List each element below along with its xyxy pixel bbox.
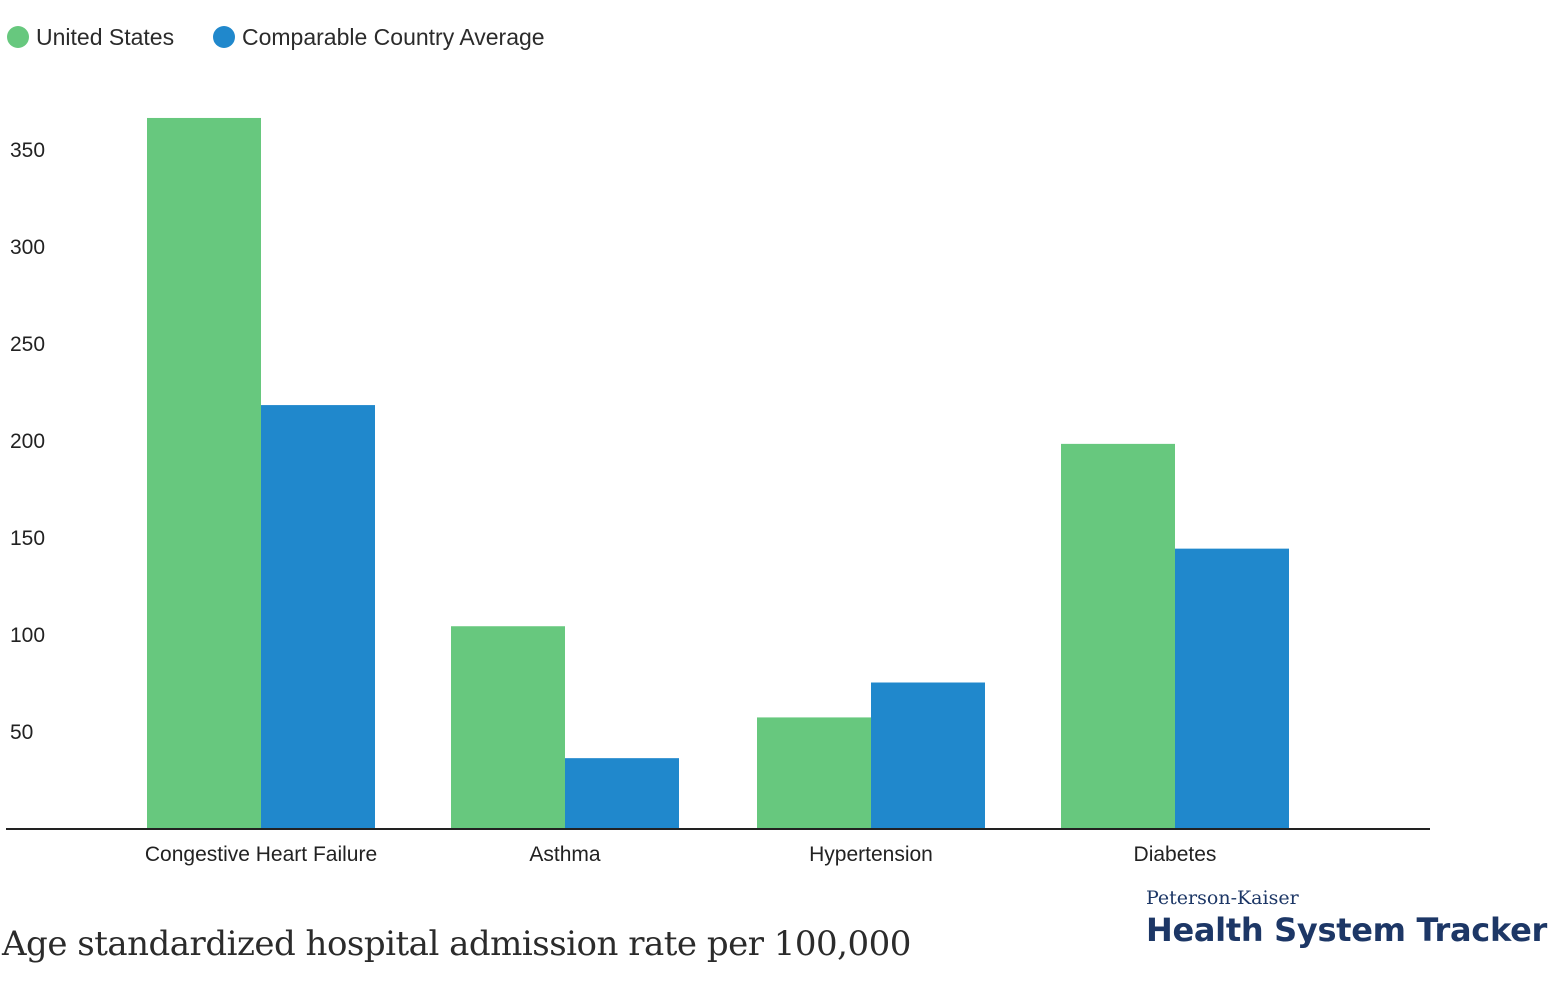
y-tick-label: 300 (10, 236, 45, 259)
bar-comparable-3 (1175, 548, 1289, 828)
y-tick-label: 50 (10, 721, 33, 744)
brand-logo: Peterson-Kaiser Health System Tracker (1146, 886, 1547, 950)
y-axis: 50 100 150 200 250 300 350 (10, 139, 45, 744)
bar-us-0 (147, 117, 261, 828)
legend-label-us: United States (36, 24, 174, 50)
y-tick-label: 350 (10, 139, 45, 162)
x-category-label: Asthma (529, 843, 601, 866)
y-tick-label: 100 (10, 624, 45, 647)
bar-us-1 (451, 626, 565, 828)
x-category-label: Diabetes (1134, 843, 1217, 866)
y-tick-label: 150 (10, 527, 45, 550)
bar-us-2 (757, 717, 871, 828)
brand-logo-main: Health System Tracker (1146, 911, 1547, 949)
bar-comparable-0 (261, 405, 375, 828)
x-category-label: Hypertension (809, 843, 933, 866)
brand-logo-top: Peterson-Kaiser (1146, 887, 1299, 909)
y-tick-label: 200 (10, 430, 45, 453)
x-category-label: Congestive Heart Failure (145, 843, 377, 866)
bar-comparable-1 (565, 758, 679, 828)
y-tick-label: 250 (10, 333, 45, 356)
bars (147, 117, 1289, 828)
legend-marker-us (7, 26, 29, 48)
bar-us-3 (1061, 443, 1175, 828)
legend-marker-comparable (213, 26, 235, 48)
chart-legend: United States Comparable Country Average (7, 24, 545, 50)
x-axis: Congestive Heart Failure Asthma Hypertensi… (6, 828, 1430, 866)
chart-caption: Age standardized hospital admission rate… (2, 924, 911, 964)
legend-label-comparable: Comparable Country Average (242, 24, 545, 50)
bar-comparable-2 (871, 682, 985, 828)
